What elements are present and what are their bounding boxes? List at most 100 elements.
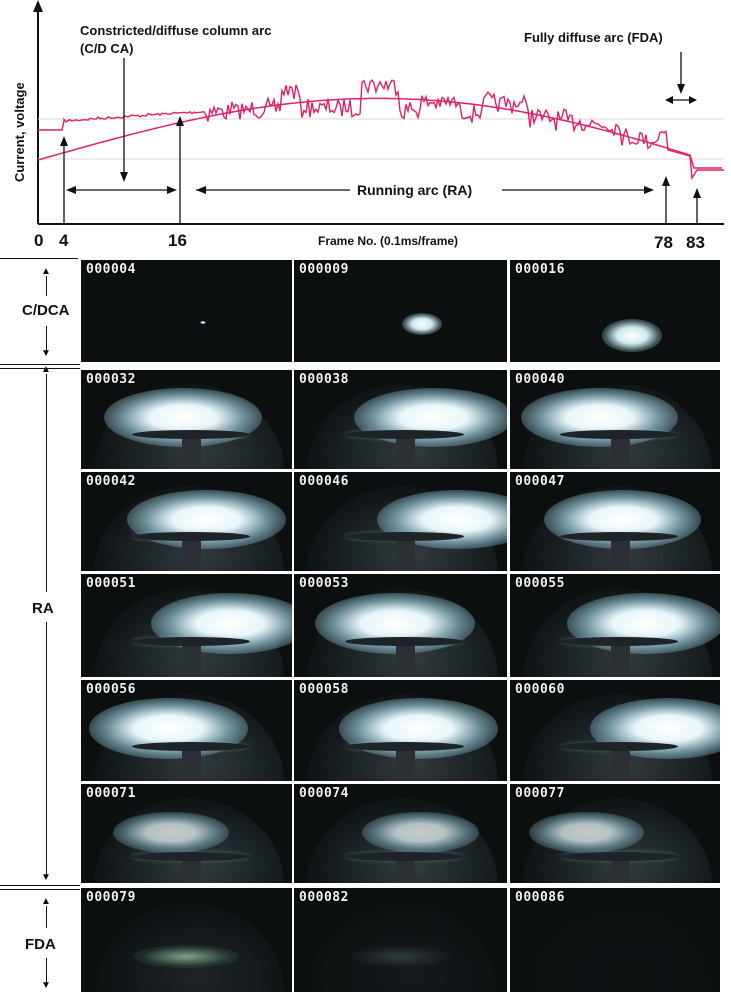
arrowhead (167, 186, 177, 194)
frame-number: 000040 (515, 372, 565, 387)
arrowhead (60, 136, 68, 146)
frame-number: 000032 (86, 372, 136, 387)
frame-number: 000009 (299, 262, 349, 277)
arrowhead (677, 84, 685, 94)
frame-number: 000071 (86, 786, 136, 801)
electrode-stem (610, 750, 630, 781)
arc-glow (362, 811, 480, 854)
frame-number: 000079 (86, 890, 136, 905)
group-separator (0, 889, 80, 890)
arc-frame: 000079 (81, 888, 292, 992)
arc-frame: 000058 (294, 680, 507, 781)
electrode-stem (396, 439, 416, 469)
electrode-disk (345, 532, 465, 542)
frame-number: 000077 (515, 786, 565, 801)
frame-number: 000042 (86, 474, 136, 489)
arc-frame: 000086 (510, 888, 720, 992)
arc-chamber (522, 902, 712, 992)
x-tick-4: 4 (59, 231, 69, 250)
x-tick-0: 0 (34, 231, 43, 250)
arc-glow (112, 811, 229, 854)
electrode-stem (396, 541, 416, 571)
electrode-stem (396, 750, 416, 781)
annotation-cdca: Constricted/diffuse column arc (80, 23, 271, 38)
arc-frame: 000082 (294, 888, 507, 992)
electrode-disk (345, 430, 465, 440)
arrowhead-icon: ▲ (41, 896, 51, 907)
arrowhead (689, 96, 697, 104)
arrowhead (66, 186, 76, 194)
group-label-cdca: C/DCA (22, 302, 70, 319)
arc-frame: 000046 (294, 472, 507, 571)
arc-glow (528, 811, 645, 854)
arc-glow (200, 321, 207, 325)
group-separator (0, 885, 80, 886)
electrode-disk (560, 852, 678, 862)
arrowhead (644, 186, 654, 194)
electrode-disk (345, 852, 465, 862)
arc-frame: 000074 (294, 784, 507, 883)
cdca-arrow-up (46, 276, 47, 296)
fda-arrow-up (46, 906, 47, 928)
high-speed-frame-panel: 000004 000009 000016 000032 000038 000040 0000… (0, 258, 731, 992)
electrode-disk (131, 852, 250, 862)
arrowhead (176, 116, 184, 126)
arrowhead-icon: ▼ (41, 348, 51, 359)
arrowhead-icon: ▼ (41, 872, 51, 883)
ra-arrow-down (46, 622, 47, 876)
electrode-stem (610, 861, 630, 883)
voltage-curve (38, 78, 724, 181)
group-label-fda: FDA (25, 936, 56, 953)
frame-number: 000086 (515, 890, 565, 905)
group-separator (0, 368, 80, 369)
arc-frame: 000032 (81, 370, 292, 469)
arc-frame: 000009 (294, 260, 507, 362)
arc-glow (401, 313, 442, 336)
electrode-stem (396, 861, 416, 883)
electrode-disk (345, 741, 465, 751)
frame-number: 000051 (86, 576, 136, 591)
electrode-stem (182, 646, 202, 677)
group-divider-top (0, 258, 78, 259)
frame-number: 000060 (515, 682, 565, 697)
arrowhead-icon: ▲ (41, 364, 51, 375)
electrode-disk (131, 741, 250, 751)
arrowhead (665, 96, 673, 104)
group-separator (0, 364, 80, 365)
frame-number: 000058 (299, 682, 349, 697)
arc-frame: 000077 (510, 784, 720, 883)
electrode-disk (560, 532, 678, 542)
arrowhead (120, 172, 128, 182)
arc-glow (601, 319, 662, 353)
arrowhead (693, 188, 701, 198)
arc-voltage-chart: Current, voltage Constricted/diffuse col… (12, 0, 724, 252)
arc-frame: 000004 (81, 260, 292, 362)
y-axis-arrow (33, 0, 43, 12)
electrode-stem (182, 750, 202, 781)
x-tick-83: 83 (686, 233, 705, 252)
frame-number: 000056 (86, 682, 136, 697)
frame-number: 000016 (515, 262, 565, 277)
arc-frame: 000042 (81, 472, 292, 571)
electrode-stem (182, 439, 202, 469)
arrowhead-icon: ▼ (41, 980, 51, 991)
arc-frame: 000038 (294, 370, 507, 469)
electrode-stem (182, 541, 202, 571)
y-axis-label: Current, voltage (12, 82, 27, 182)
electrode-disk (560, 636, 678, 647)
arc-frame: 000051 (81, 574, 292, 677)
fda-arrow-down (46, 958, 47, 986)
arc-frame: 000055 (510, 574, 720, 677)
x-tick-78: 78 (654, 233, 673, 252)
arc-frame: 000040 (510, 370, 720, 469)
x-axis-label: Frame No. (0.1ms/frame) (318, 234, 458, 248)
electrode-disk (560, 430, 678, 440)
frame-number: 000038 (299, 372, 349, 387)
current-curve (37, 97, 722, 169)
arc-frame: 000053 (294, 574, 507, 677)
cdca-arrow-down (46, 326, 47, 352)
electrode-disk (345, 636, 465, 647)
x-tick-16: 16 (168, 231, 187, 250)
arrowhead-icon: ▲ (41, 266, 51, 277)
electrode-stem (610, 646, 630, 677)
